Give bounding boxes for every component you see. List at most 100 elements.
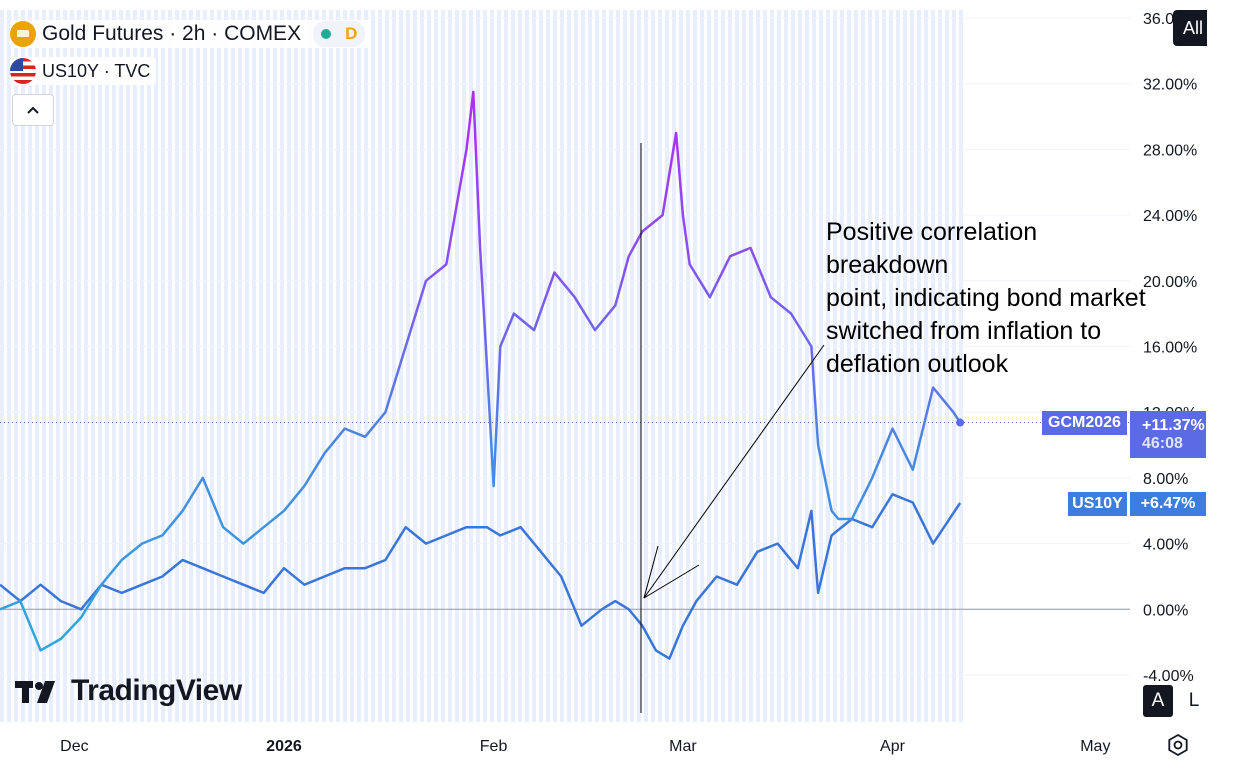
arrow-head-upper — [643, 545, 659, 599]
session-stripe — [63, 10, 67, 722]
session-stripe — [224, 10, 228, 722]
session-stripe — [707, 10, 711, 722]
session-stripe — [434, 10, 438, 722]
session-stripe — [455, 10, 459, 722]
session-stripe — [616, 10, 620, 722]
status-pill[interactable]: D — [313, 21, 366, 47]
x-tick-label: Mar — [669, 738, 697, 755]
session-stripe — [595, 10, 599, 722]
session-stripe — [119, 10, 123, 722]
session-stripe — [917, 10, 921, 722]
us-flag-icon — [10, 58, 36, 84]
session-stripe — [637, 10, 641, 722]
session-stripe — [98, 10, 102, 722]
gold-change-value: +11.37% — [1142, 416, 1205, 434]
session-stripe — [518, 10, 522, 722]
annotation-text[interactable]: Positive correlation breakdown point, in… — [826, 218, 1146, 378]
session-stripe — [266, 10, 270, 722]
gold-last-point-dot — [956, 418, 965, 427]
legend-compare-symbol[interactable]: US10Y · TVC — [10, 57, 157, 85]
session-stripe — [868, 10, 872, 722]
session-stripe — [175, 10, 179, 722]
session-stripe — [686, 10, 690, 722]
session-stripe — [511, 10, 515, 722]
gold-coin-icon — [10, 21, 36, 47]
session-stripe — [735, 10, 739, 722]
chevron-up-icon — [27, 106, 39, 114]
us10y-change-tag: +6.47% — [1130, 492, 1206, 516]
session-stripe — [826, 10, 830, 722]
session-stripe — [959, 10, 963, 722]
session-stripe — [588, 10, 592, 722]
session-stripe — [336, 10, 340, 722]
session-stripe — [805, 10, 809, 722]
market-open-dot-icon — [321, 29, 332, 39]
legend-main-symbol[interactable]: Gold Futures · 2h · COMEX D — [10, 20, 372, 48]
session-stripe — [924, 10, 928, 722]
session-stripe — [196, 10, 200, 722]
session-stripe — [441, 10, 445, 722]
session-stripe — [721, 10, 725, 722]
session-stripe — [931, 10, 935, 722]
session-stripe — [42, 10, 46, 722]
session-stripe — [56, 10, 60, 722]
session-stripe — [84, 10, 88, 722]
session-stripe — [231, 10, 235, 722]
all-button[interactable]: All — [1173, 10, 1207, 46]
y-tick-label: 8.00% — [1143, 471, 1188, 488]
session-stripe — [203, 10, 207, 722]
gold-countdown: 46:08 — [1142, 434, 1183, 452]
session-stripe — [546, 10, 550, 722]
session-stripe — [609, 10, 613, 722]
pill-letter: D — [345, 24, 358, 43]
session-stripe — [105, 10, 109, 722]
x-tick-label: Feb — [480, 738, 508, 755]
session-stripe — [672, 10, 676, 722]
session-stripe — [504, 10, 508, 722]
session-stripe — [161, 10, 165, 722]
session-stripe — [742, 10, 746, 722]
log-scale-button[interactable]: L — [1188, 690, 1200, 711]
session-stripe — [791, 10, 795, 722]
tradingview-logo: TradingView — [15, 674, 242, 708]
session-stripe — [91, 10, 95, 722]
session-stripe — [217, 10, 221, 722]
session-stripe — [35, 10, 39, 722]
session-stripe — [420, 10, 424, 722]
session-stripe — [896, 10, 900, 722]
session-stripe — [749, 10, 753, 722]
settings-gear-icon[interactable] — [1168, 733, 1188, 757]
session-stripe — [70, 10, 74, 722]
session-stripe — [140, 10, 144, 722]
session-stripe — [112, 10, 116, 722]
session-stripe — [490, 10, 494, 722]
session-stripe — [448, 10, 452, 722]
session-stripe — [7, 10, 11, 722]
gold-price-tag: +11.37% 46:08 — [1130, 411, 1206, 458]
x-tick-label: Dec — [60, 738, 88, 755]
session-stripe — [280, 10, 284, 722]
session-stripe — [728, 10, 732, 722]
session-stripe — [952, 10, 956, 722]
session-stripe — [798, 10, 802, 722]
auto-scale-button[interactable]: A — [1143, 685, 1173, 717]
session-stripe — [875, 10, 879, 722]
session-stripe — [21, 10, 25, 722]
session-stripe — [483, 10, 487, 722]
session-stripe — [252, 10, 256, 722]
gold-symbol-tag: GCM2026 — [1042, 411, 1127, 435]
session-stripe — [350, 10, 354, 722]
session-stripe — [77, 10, 81, 722]
x-axis-ticks: Dec 2026 Feb Mar Apr May — [60, 738, 1110, 755]
session-stripe — [567, 10, 571, 722]
y-tick-label: 24.00% — [1143, 208, 1197, 225]
session-stripe — [364, 10, 368, 722]
collapse-legend-button[interactable] — [12, 94, 54, 126]
session-stripe — [259, 10, 263, 722]
session-stripe — [0, 10, 4, 722]
session-stripe — [294, 10, 298, 722]
session-stripe — [651, 10, 655, 722]
session-stripe — [693, 10, 697, 722]
session-stripe — [308, 10, 312, 722]
